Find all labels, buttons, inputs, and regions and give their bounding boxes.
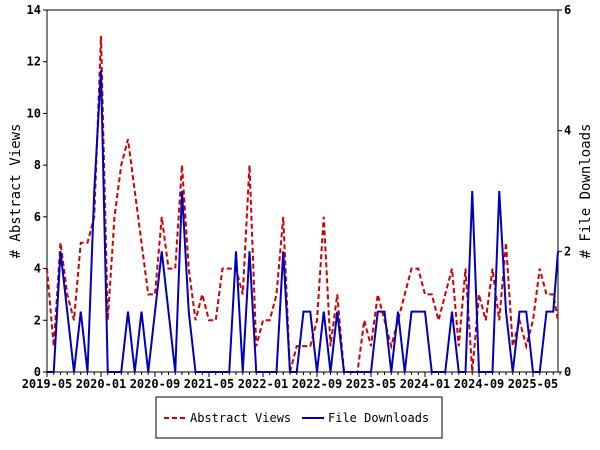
legend-label-abstract-views: Abstract Views (190, 411, 291, 425)
x-tick-label: 2024-01 (400, 377, 451, 391)
y-left-tick-label: 12 (27, 55, 41, 69)
y-left-tick-label: 4 (34, 262, 41, 276)
legend-label-file-downloads: File Downloads (328, 411, 429, 425)
x-tick-label: 2022-09 (292, 377, 343, 391)
y-axis-left-label: # Abstract Views (8, 124, 24, 259)
x-tick-label: 2024-09 (454, 377, 505, 391)
y-left-tick-label: 6 (34, 210, 41, 224)
y-left-tick-label: 8 (34, 158, 41, 172)
y-left-tick-label: 14 (27, 3, 41, 17)
x-tick-label: 2020-01 (76, 377, 127, 391)
y-right-tick-label: 0 (564, 365, 571, 379)
x-tick-label: 2020-09 (130, 377, 181, 391)
x-tick-label: 2022-01 (238, 377, 289, 391)
y-left-tick-label: 10 (27, 106, 41, 120)
y-left-tick-label: 2 (34, 313, 41, 327)
x-tick-label: 2021-05 (184, 377, 235, 391)
x-tick-label: 2023-05 (346, 377, 397, 391)
y-right-tick-label: 2 (564, 244, 571, 258)
legend: Abstract Views File Downloads (155, 396, 443, 439)
y-right-tick-label: 4 (564, 124, 571, 138)
y-right-tick-label: 6 (564, 3, 571, 17)
x-tick-label: 2019-05 (22, 377, 73, 391)
x-tick-label: 2025-05 (508, 377, 559, 391)
y-axis-right-label: # File Downloads (578, 124, 594, 259)
y-left-tick-label: 0 (34, 365, 41, 379)
series-line-file-downloads (47, 70, 559, 373)
plot-area (46, 9, 559, 373)
